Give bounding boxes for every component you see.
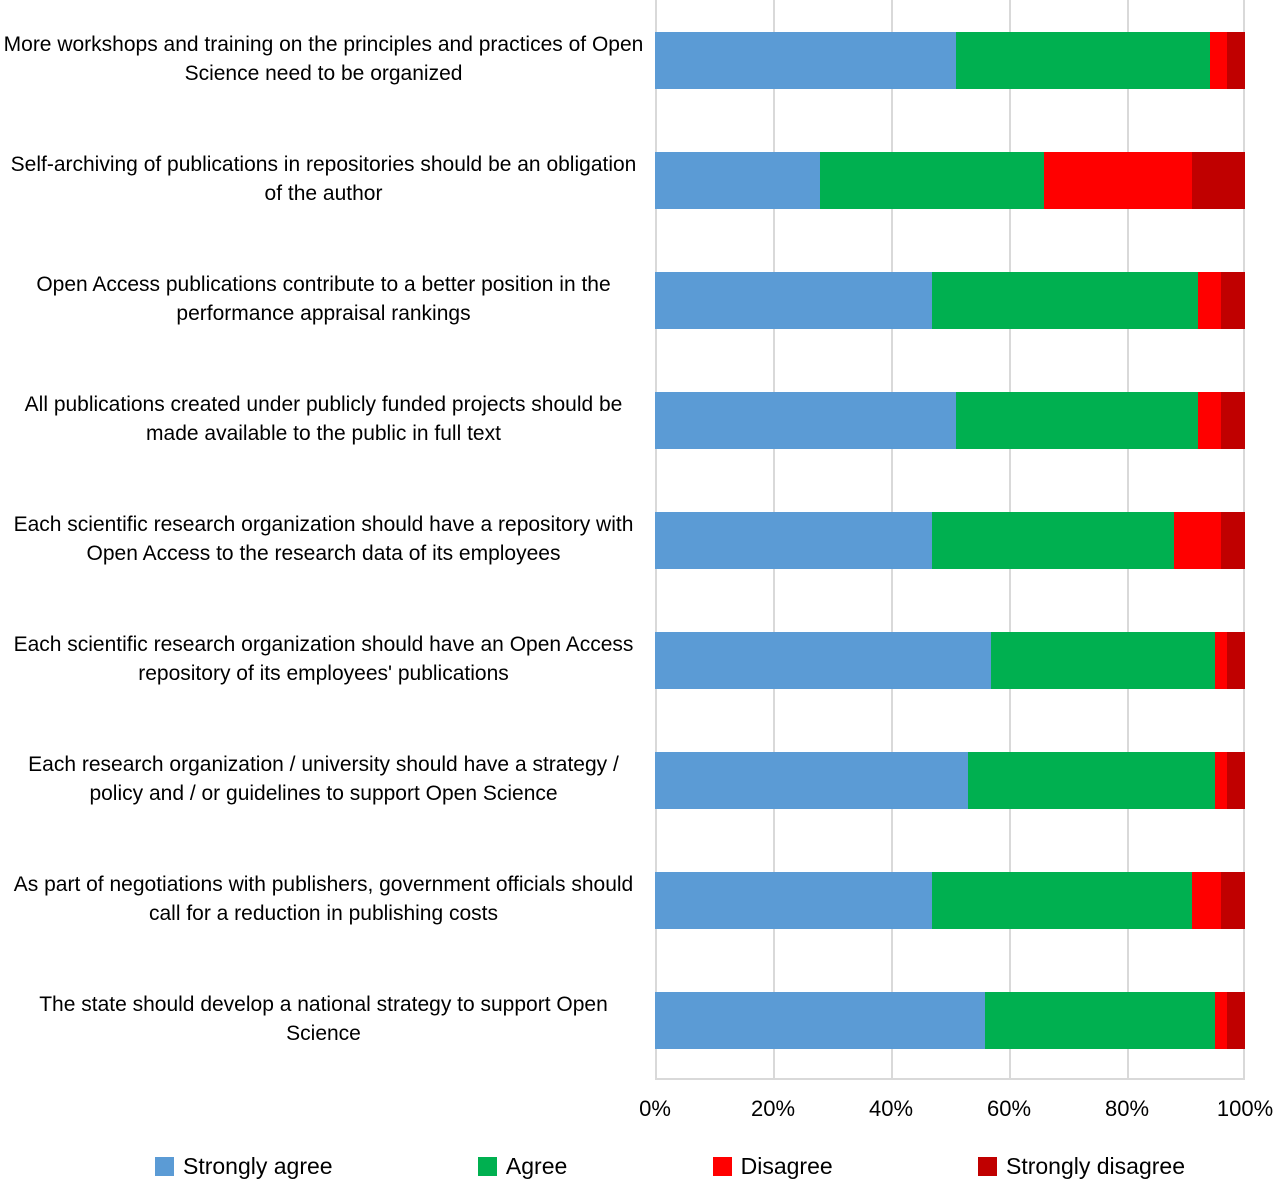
bar-segment-agree [991,631,1216,689]
bar-segment-strongly-disagree [1221,511,1245,569]
bar-segment-disagree [1215,991,1228,1049]
bar-segment-strongly-disagree [1221,271,1245,329]
bar-segment-strongly-disagree [1227,751,1245,809]
bar-track [655,751,1245,809]
chart-row: As part of negotiations with publishers,… [0,840,1280,960]
legend-label: Agree [505,1152,568,1179]
bar-segment-strongly-disagree [1227,991,1245,1049]
legend-label: Strongly disagree [1006,1152,1185,1179]
bar-track [655,871,1245,929]
chart-rows: More workshops and training on the princ… [0,0,1280,1080]
bar-track [655,991,1245,1049]
legend-item-strongly-disagree: Strongly disagree [978,1153,1185,1180]
bar-segment-strongly-disagree [1221,871,1245,929]
bar-track [655,151,1245,209]
chart-row: More workshops and training on the princ… [0,0,1280,120]
legend-item-disagree: Disagree [712,1152,833,1180]
x-axis-tick: 0% [639,1096,671,1121]
bar-segment-strongly-agree [655,871,933,929]
x-axis-tick: 80% [1104,1096,1150,1121]
bar-track [655,391,1245,449]
bar-segment-strongly-disagree [1221,391,1245,449]
bar-track [655,511,1245,569]
bar-segment-agree [955,31,1210,89]
x-axis: 0% 20% 40% 60% 80% 100% [639,1080,1273,1140]
bar-segment-disagree [1215,631,1228,689]
chart-row: Each scientific research organization sh… [0,600,1280,720]
bar-track [655,271,1245,329]
chart-row: The state should develop a national stra… [0,960,1280,1080]
category-label: The state should develop a national stra… [39,993,608,1045]
bar-segment-strongly-agree [655,271,933,329]
category-label: As part of negotiations with publishers,… [13,873,634,925]
legend-swatch-strongly-agree [155,1156,174,1176]
chart-row: Self-archiving of publications in reposi… [0,120,1280,240]
legend-swatch-disagree [712,1156,732,1176]
chart-row: Each research organization / university … [0,720,1280,840]
category-label: Self-archiving of publications in reposi… [10,153,637,205]
bar-segment-strongly-agree [655,511,933,569]
x-axis-tick: 20% [750,1096,796,1121]
category-label: Each scientific research organization sh… [13,513,634,565]
bar-segment-disagree [1209,31,1228,89]
legend-swatch-agree [477,1156,497,1176]
bar-segment-agree [985,991,1216,1049]
category-label: Each scientific research organization sh… [13,633,634,685]
chart-row: Each scientific research organization sh… [0,480,1280,600]
plot-area: More workshops and training on the princ… [0,0,1280,1080]
legend-item-strongly-agree: Strongly agree [155,1153,333,1180]
legend-swatch-strongly-disagree [978,1156,997,1176]
bar-segment-disagree [1191,871,1222,929]
legend-label: Disagree [740,1152,833,1179]
chart-row: All publications created under publicly … [0,360,1280,480]
bar-segment-agree [955,391,1198,449]
bar-segment-agree [932,271,1198,329]
bar-segment-disagree [1197,391,1222,449]
legend-label: Strongly agree [183,1152,333,1179]
category-label: Each research organization / university … [28,753,619,805]
bar-track [655,631,1245,689]
legend: Strongly agree Agree Disagree Strongly disa… [0,1140,1280,1192]
bar-segment-strongly-agree [655,751,968,809]
category-label: More workshops and training on the princ… [3,33,644,85]
category-label: All publications created under publicly … [24,393,623,445]
bar-segment-strongly-agree [655,991,986,1049]
bar-segment-strongly-agree [655,151,821,209]
bar-segment-strongly-agree [655,631,992,689]
bar-segment-strongly-disagree [1191,151,1245,209]
bar-segment-agree [820,151,1045,209]
chart-row: Open Access publications contribute to a… [0,240,1280,360]
bar-segment-disagree [1197,271,1222,329]
bar-segment-disagree [1174,511,1222,569]
bar-segment-disagree [1215,751,1228,809]
bar-segment-strongly-disagree [1227,31,1245,89]
x-axis-tick: 40% [868,1096,914,1121]
bar-track [655,31,1245,89]
bar-segment-strongly-agree [655,391,956,449]
bar-segment-agree [967,751,1216,809]
x-axis-tick: 60% [986,1096,1032,1121]
bar-segment-disagree [1044,151,1192,209]
bar-segment-agree [932,871,1192,929]
bar-segment-strongly-disagree [1227,631,1245,689]
bar-segment-agree [932,511,1175,569]
x-axis-tick: 100% [1216,1096,1274,1121]
category-label: Open Access publications contribute to a… [36,273,611,325]
legend-item-agree: Agree [477,1152,568,1180]
bar-segment-strongly-agree [655,31,956,89]
